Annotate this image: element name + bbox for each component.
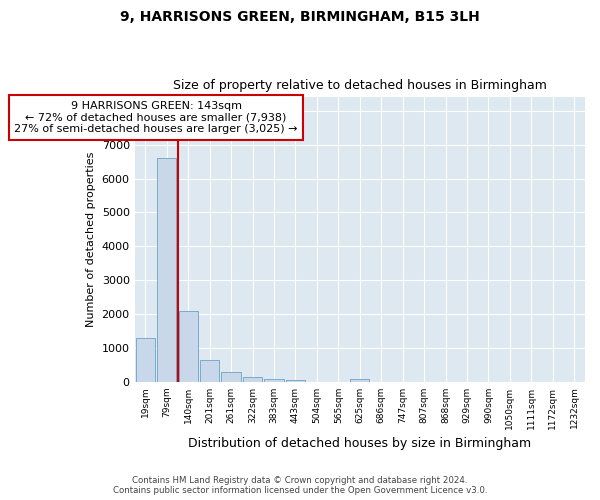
Y-axis label: Number of detached properties: Number of detached properties — [86, 152, 96, 327]
Text: Contains HM Land Registry data © Crown copyright and database right 2024.
Contai: Contains HM Land Registry data © Crown c… — [113, 476, 487, 495]
Bar — [200, 360, 220, 382]
Title: Size of property relative to detached houses in Birmingham: Size of property relative to detached ho… — [173, 79, 547, 92]
Bar — [265, 379, 284, 382]
Bar — [157, 158, 176, 382]
X-axis label: Distribution of detached houses by size in Birmingham: Distribution of detached houses by size … — [188, 437, 532, 450]
Text: 9 HARRISONS GREEN: 143sqm
← 72% of detached houses are smaller (7,938)
27% of se: 9 HARRISONS GREEN: 143sqm ← 72% of detac… — [14, 101, 298, 134]
Bar — [136, 338, 155, 382]
Bar — [221, 372, 241, 382]
Bar — [350, 379, 370, 382]
Bar — [179, 310, 198, 382]
Bar — [286, 380, 305, 382]
Bar — [243, 378, 262, 382]
Text: 9, HARRISONS GREEN, BIRMINGHAM, B15 3LH: 9, HARRISONS GREEN, BIRMINGHAM, B15 3LH — [120, 10, 480, 24]
